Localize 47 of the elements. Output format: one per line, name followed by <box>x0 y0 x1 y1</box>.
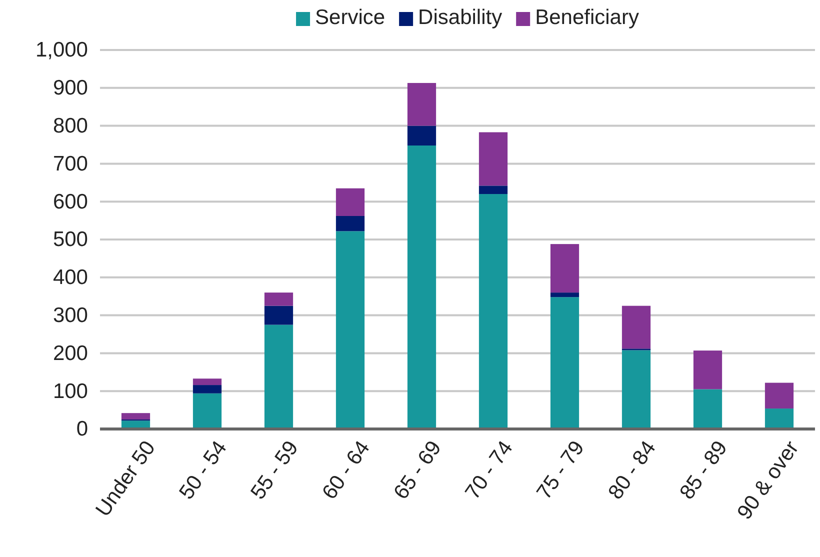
bar <box>264 292 294 306</box>
bar <box>264 324 294 429</box>
legend-label: Beneficiary <box>535 6 640 29</box>
bar <box>622 350 651 429</box>
x-tick-label: 80 - 84 <box>604 436 661 504</box>
bar <box>336 231 365 429</box>
y-tick-label: 0 <box>76 418 88 441</box>
bar <box>550 244 580 293</box>
y-tick-label: 300 <box>52 304 88 328</box>
x-tick-label: 85 - 89 <box>676 436 732 504</box>
bar <box>693 389 722 429</box>
bar <box>407 126 436 146</box>
y-tick-label: 1,000 <box>35 38 88 62</box>
bar <box>550 297 580 429</box>
bar <box>478 132 508 186</box>
x-tick-label: 65 - 69 <box>390 436 446 504</box>
bar <box>192 385 222 394</box>
bar <box>336 216 365 232</box>
bar <box>407 146 436 429</box>
bar <box>336 188 365 216</box>
y-tick-label: 200 <box>52 342 88 365</box>
y-tick-label: 100 <box>52 380 88 403</box>
bar <box>407 82 436 126</box>
bar <box>192 378 222 386</box>
bar <box>764 408 794 429</box>
y-tick-label: 700 <box>52 152 88 176</box>
legend-label: Disability <box>418 6 503 29</box>
y-tick-label: 400 <box>52 266 88 290</box>
x-tick-label: 55 - 59 <box>246 436 303 504</box>
bar <box>764 382 794 409</box>
bar <box>550 292 580 298</box>
y-tick-label: 900 <box>52 76 88 100</box>
bar <box>121 413 150 420</box>
x-tick-label: 70 - 74 <box>461 436 518 504</box>
y-tick-label: 600 <box>52 190 88 214</box>
bar <box>264 306 294 325</box>
bar <box>478 194 508 429</box>
bar <box>478 186 508 194</box>
x-tick-label: 50 - 54 <box>175 436 232 504</box>
y-tick-label: 500 <box>52 228 88 252</box>
bar <box>192 393 222 429</box>
x-tick-label: 60 - 64 <box>318 436 375 504</box>
legend-label: Service <box>315 6 386 29</box>
x-tick-label: 75 - 79 <box>532 436 589 504</box>
bar <box>693 350 722 390</box>
bar <box>622 306 651 349</box>
y-tick-label: 800 <box>52 114 88 138</box>
